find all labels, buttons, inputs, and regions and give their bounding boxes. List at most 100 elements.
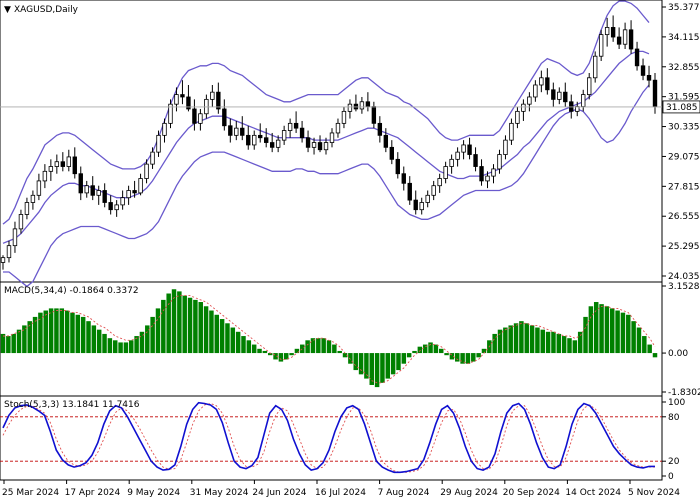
axes: 35.377 34.115 32.855 31.595 30.335 29.075 27.8… xyxy=(2,3,700,498)
candle xyxy=(431,180,436,201)
macd-bar xyxy=(166,293,171,354)
macd-bar xyxy=(428,342,433,354)
macd-bar xyxy=(636,327,642,354)
macd-bar xyxy=(492,333,497,354)
candle xyxy=(132,180,137,198)
candle-body xyxy=(485,175,490,182)
macd-bar xyxy=(182,295,187,354)
candle-body xyxy=(36,180,42,196)
price-axis-tick-label: 34.115 xyxy=(668,33,700,43)
macd-bar xyxy=(476,353,481,358)
collapse-triangle-icon[interactable]: ▼ xyxy=(4,5,11,15)
macd-bar xyxy=(396,353,401,371)
candle-body xyxy=(407,182,412,201)
macd-bar xyxy=(214,314,220,354)
candle xyxy=(84,180,89,198)
candle xyxy=(592,51,598,83)
macd-bar xyxy=(513,323,519,354)
macd-bar xyxy=(198,302,203,354)
macd-bar xyxy=(257,348,262,354)
candle-body xyxy=(78,173,83,194)
candle xyxy=(198,108,203,131)
macd-bar xyxy=(497,329,503,354)
candle-body xyxy=(509,122,514,141)
candle-body xyxy=(222,108,227,127)
macd-bar xyxy=(337,350,342,354)
x-tick-label: 5 Nov 2024 xyxy=(628,488,680,498)
candle-body xyxy=(317,142,323,151)
candle-body xyxy=(144,163,149,179)
candle-body xyxy=(425,194,430,203)
candle xyxy=(305,130,311,153)
candle xyxy=(108,195,113,215)
macd-bar xyxy=(508,325,513,354)
candle xyxy=(269,132,275,153)
candle-body xyxy=(120,197,125,206)
candle-body xyxy=(431,185,436,196)
candle xyxy=(299,120,305,143)
macd-bar xyxy=(134,336,139,354)
macd-axis-tick-label: 3.1528 xyxy=(668,282,700,292)
candle xyxy=(102,183,107,208)
candle-body xyxy=(323,142,329,151)
candle-body xyxy=(640,65,646,76)
candle-body xyxy=(186,96,191,110)
macd-bar xyxy=(503,327,508,354)
stoch-axis-tick-label: 80 xyxy=(668,413,680,423)
candle xyxy=(449,154,454,174)
candle-body xyxy=(622,29,628,45)
macd-bar xyxy=(32,316,38,354)
candle xyxy=(539,70,544,93)
candle xyxy=(347,99,353,119)
macd-bar xyxy=(465,353,471,364)
candle-body xyxy=(383,134,389,148)
macd-panel-title: MACD(5,34,4) -0.1864 0.3372 xyxy=(4,286,139,296)
candle xyxy=(598,29,604,62)
candle xyxy=(497,149,502,174)
candle xyxy=(252,130,257,150)
candle-body xyxy=(616,36,622,45)
macd-bar xyxy=(96,329,102,354)
macd-bar xyxy=(64,310,70,354)
candle xyxy=(293,111,299,133)
candle-body xyxy=(246,134,251,146)
macd-bar xyxy=(145,325,150,354)
macd-bar xyxy=(273,353,278,360)
candle xyxy=(311,137,317,155)
candle xyxy=(335,118,341,138)
macd-bar xyxy=(321,338,326,354)
candle-body xyxy=(281,130,287,141)
candle xyxy=(610,15,616,42)
candle xyxy=(640,58,646,81)
macd-bar xyxy=(540,329,546,354)
candle-body xyxy=(252,134,257,146)
candle xyxy=(395,152,400,179)
macd-bar xyxy=(177,291,182,354)
candle xyxy=(503,135,508,160)
macd-bar xyxy=(610,308,615,354)
candle-body xyxy=(240,127,245,136)
candle-body xyxy=(557,91,562,100)
macd-bar xyxy=(647,344,652,354)
macd-bar xyxy=(59,308,65,354)
candle xyxy=(222,99,227,131)
candle xyxy=(473,147,478,172)
candle xyxy=(18,209,24,234)
price-panel xyxy=(0,0,662,288)
x-tick-label: 16 Jul 2024 xyxy=(315,488,366,498)
candle xyxy=(533,80,538,102)
candle-body xyxy=(162,122,167,136)
candle xyxy=(413,190,418,215)
candle xyxy=(509,118,514,145)
candle-body xyxy=(24,202,30,215)
macd-bar xyxy=(342,353,348,358)
candle-body xyxy=(6,245,12,259)
x-tick-label: 24 Jun 2024 xyxy=(252,488,306,498)
macd-bar xyxy=(481,348,487,354)
current-price-badge xyxy=(662,100,700,114)
macd-bar xyxy=(316,338,321,354)
stoch-axis-tick-label: 0 xyxy=(668,472,674,482)
candle xyxy=(455,147,460,167)
